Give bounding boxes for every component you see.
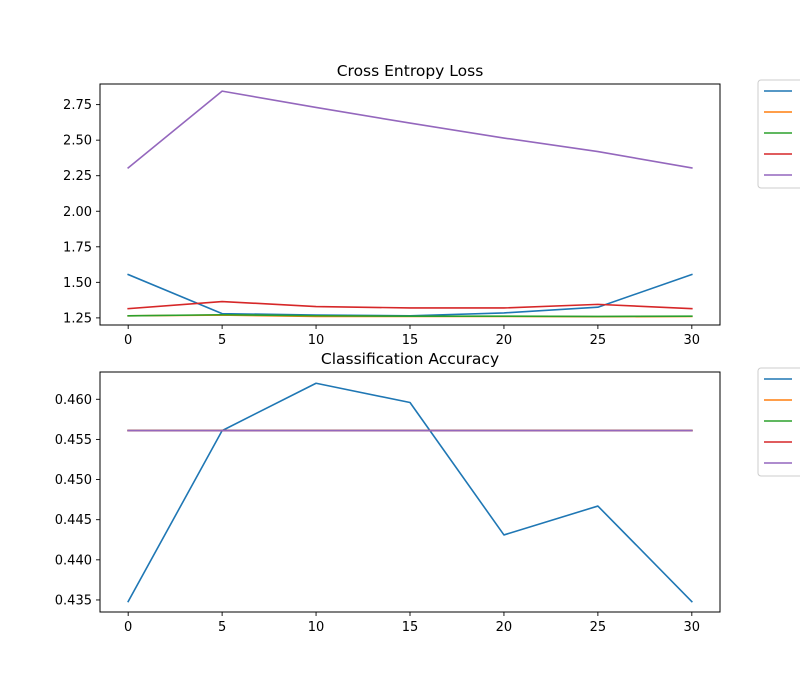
accuracy-y-tick-label: 0.455 — [55, 433, 92, 448]
loss-series-line-5 — [127, 90, 693, 170]
accuracy-legend-frame — [757, 367, 800, 477]
loss-chart-lines — [127, 90, 693, 318]
accuracy-x-tick-label: 10 — [308, 620, 325, 635]
accuracy-x-tick-label: 15 — [402, 620, 419, 635]
loss-series-line-4 — [127, 300, 693, 310]
accuracy-chart-x-axis: 0 5 10 15 20 25 30 — [124, 612, 700, 635]
loss-chart-title: Cross Entropy Loss — [337, 62, 484, 80]
accuracy-x-tick-label: 0 — [124, 620, 132, 635]
accuracy-chart-y-axis: 0.435 0.440 0.445 0.450 0.455 0.460 — [55, 393, 100, 608]
loss-x-tick-label: 10 — [308, 333, 325, 348]
accuracy-chart-title: Classification Accuracy — [321, 350, 499, 368]
accuracy-y-tick-label: 0.440 — [55, 553, 92, 568]
loss-x-tick-label: 15 — [402, 333, 419, 348]
accuracy-y-tick-label: 0.460 — [55, 393, 92, 408]
accuracy-chart-lines — [127, 382, 693, 603]
accuracy-y-tick-label: 0.435 — [55, 593, 92, 608]
accuracy-x-tick-label: 25 — [590, 620, 607, 635]
loss-x-tick-label: 5 — [218, 333, 226, 348]
loss-y-tick-label: 1.25 — [63, 311, 92, 326]
loss-x-tick-label: 30 — [684, 333, 701, 348]
loss-chart: Cross Entropy Loss 0 5 10 15 20 25 30 1.25 1.50… — [63, 62, 800, 348]
loss-y-tick-label: 1.50 — [63, 276, 92, 291]
accuracy-y-tick-label: 0.450 — [55, 473, 92, 488]
loss-chart-x-axis: 0 5 10 15 20 25 30 — [124, 325, 700, 348]
accuracy-y-tick-label: 0.445 — [55, 513, 92, 528]
loss-y-tick-label: 2.50 — [63, 134, 92, 149]
loss-series-line-3 — [127, 313, 693, 318]
accuracy-chart: Classification Accuracy 0 5 10 15 20 25 30 0.4… — [55, 350, 800, 635]
accuracy-chart-legend — [757, 367, 800, 477]
accuracy-x-tick-label: 20 — [496, 620, 513, 635]
accuracy-x-tick-label: 30 — [684, 620, 701, 635]
loss-x-tick-label: 25 — [590, 333, 607, 348]
accuracy-x-tick-label: 5 — [218, 620, 226, 635]
loss-chart-y-axis: 1.25 1.50 1.75 2.00 2.25 2.50 2.75 — [63, 98, 100, 326]
loss-y-tick-label: 2.00 — [63, 205, 92, 220]
loss-x-tick-label: 0 — [124, 333, 132, 348]
loss-legend-frame — [757, 79, 800, 189]
loss-y-tick-label: 2.75 — [63, 98, 92, 113]
loss-chart-legend — [757, 79, 800, 189]
loss-y-tick-label: 1.75 — [63, 240, 92, 255]
loss-x-tick-label: 20 — [496, 333, 513, 348]
loss-y-tick-label: 2.25 — [63, 169, 92, 184]
